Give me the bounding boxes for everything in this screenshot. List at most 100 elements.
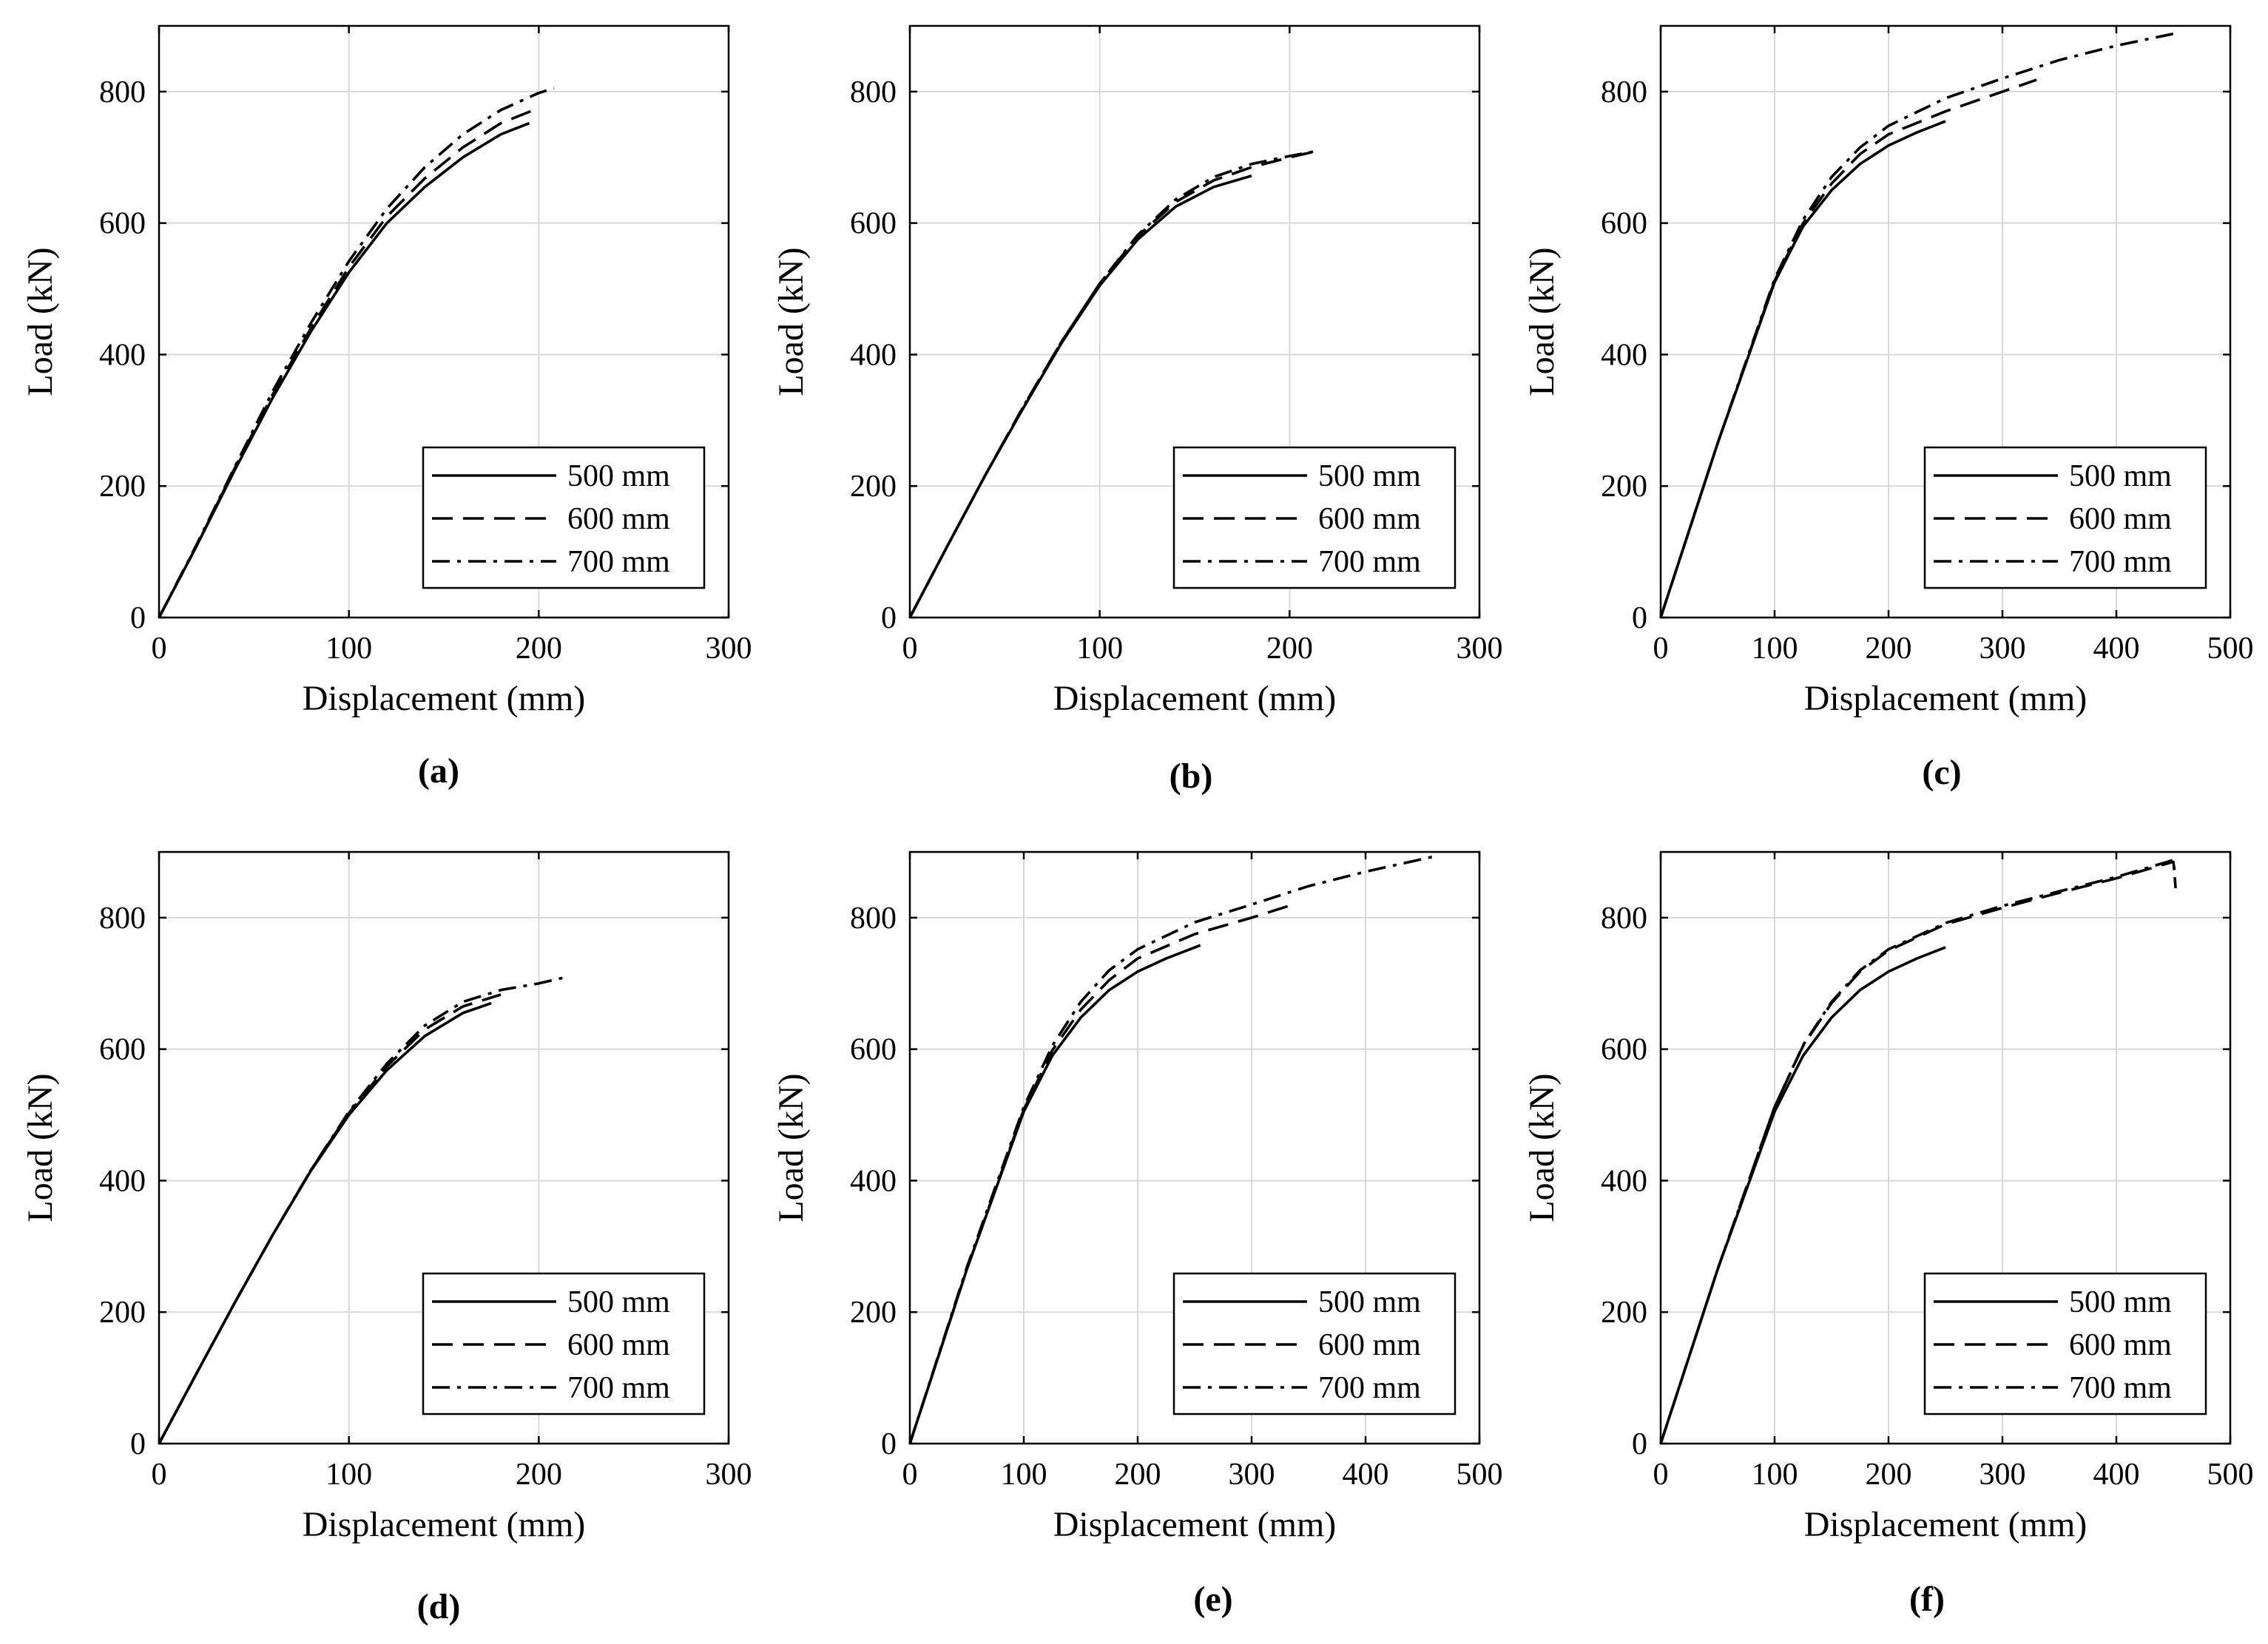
x-axis-title: Displacement (mm): [303, 1505, 586, 1544]
x-axis-title: Displacement (mm): [1053, 679, 1337, 718]
series-line-700-mm: [908, 149, 1319, 618]
legend-label: 700 mm: [2069, 545, 2172, 579]
x-tick-label: 500: [2207, 1458, 2254, 1492]
legend-label: 700 mm: [567, 1371, 670, 1405]
x-tick-label: 0: [1653, 1458, 1669, 1492]
x-tick-label: 300: [1457, 632, 1503, 666]
panel-label: (e): [1193, 1580, 1232, 1619]
legend-label: 500 mm: [1318, 1285, 1421, 1319]
plot-frame: [1659, 24, 2232, 619]
legend: 500 mm 600 mm 700 mm: [1923, 1272, 2207, 1415]
x-tick-label: 100: [1752, 1458, 1798, 1492]
x-axis-title: Displacement (mm): [1804, 1505, 2088, 1544]
y-tick-label: 0: [1632, 601, 1647, 635]
panel-label: (f): [1909, 1580, 1945, 1619]
x-tick-label: 100: [325, 1458, 372, 1492]
series-line-500-mm: [1659, 120, 1946, 618]
y-tick-label: 400: [99, 1164, 146, 1198]
x-tick-label: 200: [1866, 632, 1912, 666]
y-tick-label: 400: [850, 1164, 897, 1198]
legend: 500 mm 600 mm 700 mm: [1923, 446, 2207, 589]
panel-label: (b): [1170, 757, 1213, 796]
y-tick-label: 600: [1601, 207, 1647, 241]
x-tick-label: 200: [1115, 1458, 1161, 1492]
y-tick-label: 800: [850, 902, 897, 936]
y-tick-label: 400: [1601, 338, 1647, 372]
y-tick-label: 600: [99, 1033, 146, 1067]
series-line-700-mm: [158, 975, 568, 1444]
y-axis-title: Load (kN): [21, 247, 60, 396]
x-tick-label: 500: [2207, 632, 2254, 666]
plot-frame: [908, 850, 1481, 1445]
legend-label: 500 mm: [1318, 459, 1421, 493]
plot-frame: [1659, 850, 2232, 1445]
chart-panel-5: 0 100 200 300 400 500 0 200 400 600 800 Displacemen…: [772, 850, 1503, 1619]
legend-label: 600 mm: [2069, 1328, 2172, 1362]
y-tick-label: 200: [850, 1296, 897, 1330]
legend-label: 700 mm: [1318, 545, 1421, 579]
y-tick-label: 800: [1601, 902, 1647, 936]
x-tick-label: 300: [1980, 632, 2026, 666]
y-axis-title: Load (kN): [772, 1073, 811, 1222]
series-line-700-mm: [1659, 32, 2174, 618]
series-line-600-mm: [158, 106, 539, 618]
y-tick-label: 400: [99, 338, 146, 372]
y-tick-label: 800: [850, 75, 897, 109]
y-tick-label: 200: [99, 470, 146, 504]
y-tick-label: 0: [130, 601, 146, 635]
x-tick-label: 0: [152, 632, 167, 666]
legend-label: 700 mm: [2069, 1371, 2172, 1405]
y-tick-label: 0: [130, 1427, 146, 1461]
y-tick-label: 400: [850, 338, 897, 372]
x-tick-label: 200: [516, 1458, 562, 1492]
series-line-500-mm: [1659, 946, 1946, 1444]
chart-panel-3: 0 100 200 300 400 500 0 200 400 600 800 Displacemen…: [1522, 24, 2254, 792]
x-tick-label: 0: [902, 1458, 918, 1492]
x-axis-title: Displacement (mm): [1804, 679, 2088, 718]
series-line-600-mm: [158, 993, 502, 1444]
x-tick-label: 400: [2093, 632, 2140, 666]
chart-panel-6: 0 100 200 300 400 500 0 200 400 600 800 Displacemen…: [1522, 850, 2254, 1619]
plot-frame: [908, 24, 1481, 619]
x-tick-label: 0: [902, 632, 918, 666]
series-line-600-mm: [1659, 78, 2037, 618]
series-line-700-mm: [1659, 858, 2177, 1444]
y-axis-title: Load (kN): [1522, 247, 1562, 396]
x-tick-label: 400: [2093, 1458, 2140, 1492]
series-line-600-mm: [1659, 860, 2177, 1444]
series-line-700-mm: [908, 855, 1434, 1444]
legend: 500 mm 600 mm 700 mm: [422, 446, 706, 589]
series-line-700-mm: [158, 87, 555, 618]
legend-label: 700 mm: [1318, 1371, 1421, 1405]
y-tick-label: 200: [1601, 470, 1647, 504]
x-axis-title: Displacement (mm): [303, 679, 586, 718]
legend-label: 600 mm: [1318, 1328, 1421, 1362]
y-axis-title: Load (kN): [1522, 1073, 1562, 1222]
y-tick-label: 600: [850, 207, 897, 241]
y-tick-label: 200: [850, 470, 897, 504]
y-tick-label: 600: [99, 207, 146, 241]
panel-label: (c): [1922, 753, 1961, 792]
legend-label: 500 mm: [2069, 459, 2172, 493]
x-tick-label: 100: [1001, 1458, 1047, 1492]
x-tick-label: 300: [1980, 1458, 2026, 1492]
y-tick-label: 200: [99, 1296, 146, 1330]
x-tick-label: 200: [1266, 632, 1313, 666]
panel-label: (d): [417, 1587, 461, 1626]
legend-label: 600 mm: [567, 1328, 670, 1362]
y-axis-title: Load (kN): [772, 247, 811, 396]
x-tick-label: 0: [152, 1458, 167, 1492]
legend: 500 mm 600 mm 700 mm: [422, 1272, 706, 1415]
y-tick-label: 800: [99, 75, 146, 109]
chart-panel-4: 0 100 200 300 0 200 400 600 800 Displacement (mm)…: [21, 850, 752, 1626]
series-line-500-mm: [908, 944, 1201, 1444]
legend-label: 600 mm: [1318, 502, 1421, 536]
x-tick-label: 100: [1076, 632, 1123, 666]
x-tick-label: 500: [1457, 1458, 1503, 1492]
y-tick-label: 0: [1632, 1427, 1647, 1461]
legend-label: 500 mm: [567, 1285, 670, 1319]
legend-label: 500 mm: [2069, 1285, 2172, 1319]
x-tick-label: 200: [1866, 1458, 1912, 1492]
y-tick-label: 600: [850, 1033, 897, 1067]
